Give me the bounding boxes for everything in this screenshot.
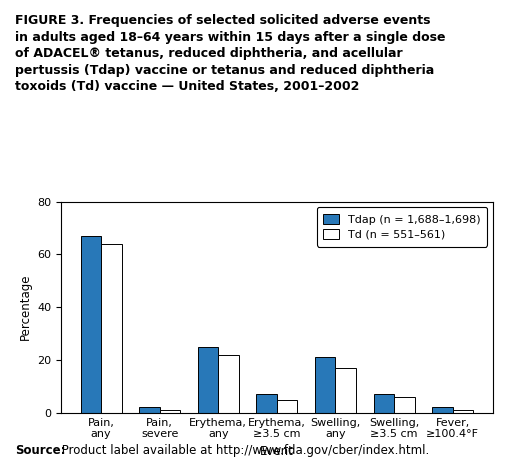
Bar [277, 400, 297, 413]
Text: Product label available at http://www.fda.gov/cber/index.html.: Product label available at http://www.fd… [58, 444, 430, 457]
Bar [81, 236, 101, 413]
Bar [257, 394, 277, 413]
Bar [315, 357, 335, 413]
Y-axis label: Percentage: Percentage [19, 274, 31, 340]
Legend: Tdap (n = 1,688–1,698), Td (n = 551–561): Tdap (n = 1,688–1,698), Td (n = 551–561) [317, 207, 487, 247]
Bar [198, 347, 218, 413]
Bar [373, 394, 394, 413]
Bar [432, 408, 453, 413]
X-axis label: Event: Event [260, 445, 294, 458]
Bar [160, 410, 180, 413]
Bar [453, 410, 473, 413]
Bar [101, 244, 121, 413]
Bar [218, 355, 239, 413]
Bar [335, 368, 356, 413]
Text: FIGURE 3. Frequencies of selected solicited adverse events
in adults aged 18–64 : FIGURE 3. Frequencies of selected solici… [15, 14, 446, 93]
Bar [394, 397, 415, 413]
Bar [139, 408, 160, 413]
Text: Source:: Source: [15, 444, 66, 457]
